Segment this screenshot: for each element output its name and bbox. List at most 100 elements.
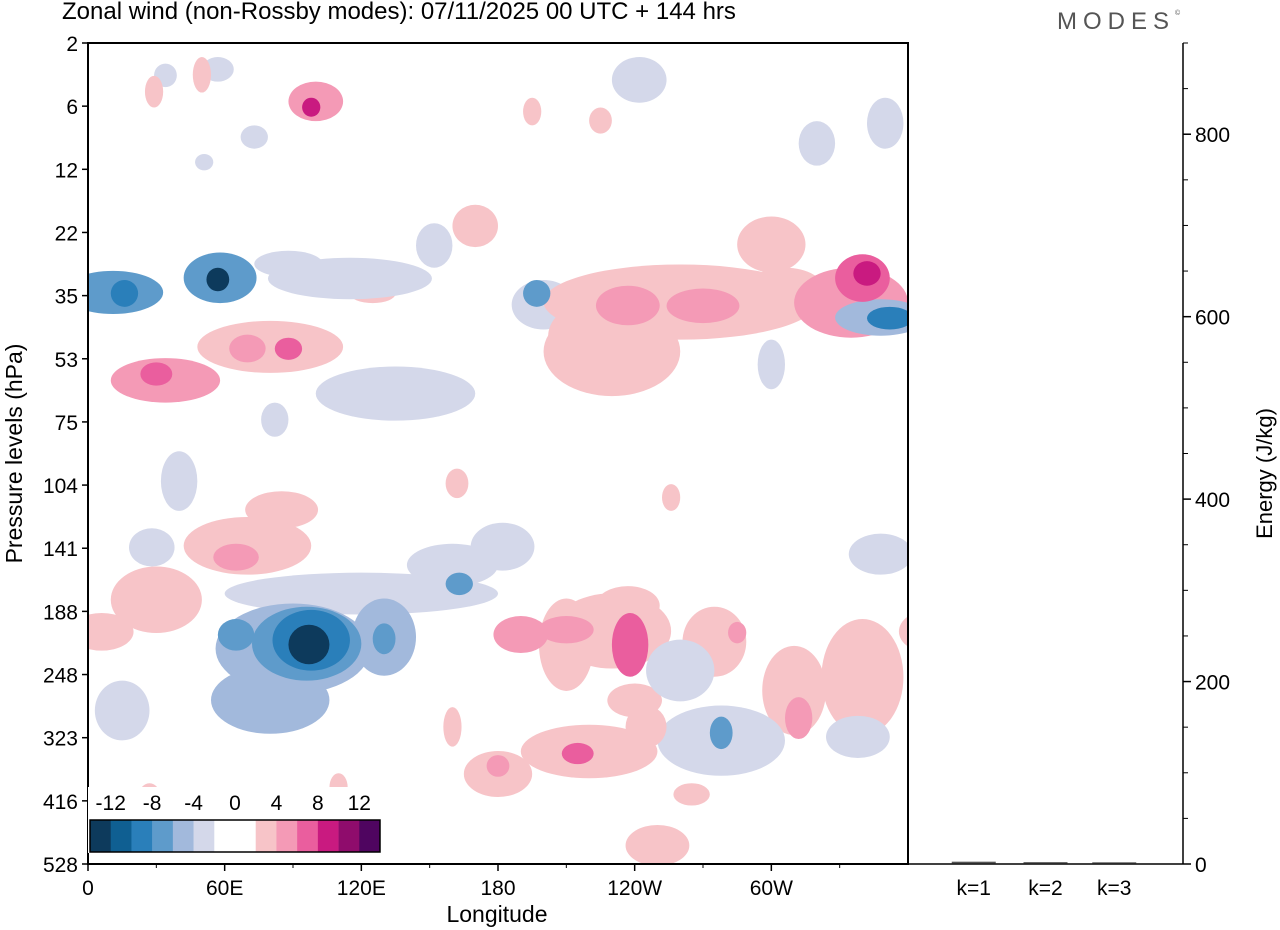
y-tick-label: 6	[66, 96, 78, 119]
energy-tick-label: 200	[1195, 672, 1230, 695]
colorbar: -12 -8 -4 0 4 8 12	[88, 787, 382, 853]
wind-contour-neg-31	[611, 57, 667, 103]
x-tick-label: 60E	[206, 877, 243, 900]
colorbar-swatch	[338, 820, 360, 852]
y-tick-label: 75	[55, 412, 78, 435]
colorbar-swatch	[131, 820, 153, 852]
wind-contour-pos-12	[662, 484, 681, 511]
wind-contour-neg-87	[709, 716, 733, 750]
colorbar-label: 12	[348, 792, 371, 815]
x-axis-label: Longitude	[446, 901, 547, 927]
energy-bar-k=3	[1092, 862, 1137, 864]
wind-contour-pos-18	[144, 75, 164, 108]
wind-contour-neg-34	[757, 339, 785, 390]
wind-contour-pos-73	[213, 543, 259, 571]
axes: 0 60E 120E 180 120W 60W Longitude 2 6 12 22 35 53 75 1…	[1, 33, 909, 927]
y-tick-label: 141	[43, 538, 78, 561]
wind-contour-neg-54	[826, 715, 890, 758]
colorbar-swatch	[255, 820, 277, 852]
wind-contour-pos-50	[821, 619, 904, 736]
colorbar-swatch	[152, 820, 174, 852]
energy-tick-label: 800	[1195, 124, 1230, 147]
wind-contour-pos-75	[539, 616, 594, 644]
wind-contour-pos-33	[523, 97, 542, 126]
wind-contour-neg-21	[267, 257, 432, 300]
colorbar-swatch	[276, 820, 298, 852]
colorbar-swatch	[359, 820, 381, 852]
wind-contour-pos-11	[445, 468, 469, 499]
colorbar-swatch	[235, 820, 257, 852]
colorbar-swatch	[172, 820, 194, 852]
wind-contour-pos-1	[452, 204, 498, 248]
wind-contour-neg-29	[798, 121, 836, 166]
wind-contour-pos-91	[853, 261, 881, 286]
y-tick-label: 528	[43, 854, 78, 877]
wind-contour-neg-15	[240, 125, 268, 149]
wind-contour-pos-70	[229, 334, 266, 363]
wind-contour-pos-85	[611, 612, 649, 677]
y-tick-label: 2	[66, 33, 78, 56]
colorbar-label: -12	[96, 792, 126, 815]
wind-contour-neg-23	[315, 366, 476, 421]
colorbar-label: 0	[229, 792, 241, 815]
chart-title: Zonal wind (non-Rossby modes): 07/11/202…	[62, 0, 736, 25]
colorbar-label: 4	[271, 792, 283, 815]
wind-contour-pos-32	[589, 107, 612, 134]
wind-contour-neg-44	[94, 680, 150, 741]
wind-contour-pos-93	[302, 97, 321, 117]
colorbar-swatch	[90, 820, 112, 852]
wind-contour-neg-35	[160, 451, 198, 511]
colorbar-swatch	[317, 820, 339, 852]
wind-contour-pos-7	[673, 783, 710, 806]
wind-contour-neg-90	[110, 279, 139, 307]
y-tick-label: 248	[43, 665, 78, 688]
energy-axis-label: Energy (J/kg)	[1252, 408, 1277, 539]
y-tick-label: 53	[55, 349, 78, 372]
wind-contour-neg-24	[261, 402, 289, 437]
energy-category-label: k=3	[1097, 877, 1131, 900]
wind-contour-pos-5	[110, 566, 202, 634]
y-tick-label: 12	[55, 159, 78, 182]
y-tick-label: 416	[43, 791, 78, 814]
wind-contour-pos-3	[737, 216, 806, 273]
y-tick-label: 323	[43, 728, 78, 751]
brand-text: MODES	[1057, 8, 1176, 35]
wind-contour-neg-94	[206, 267, 230, 292]
wind-contour-pos-74	[493, 616, 549, 654]
wind-contour-neg-42	[470, 522, 535, 571]
colorbar-swatch	[297, 820, 319, 852]
brand-mark: ©	[1175, 10, 1181, 17]
x-tick-label: 120E	[337, 877, 386, 900]
wind-field	[88, 57, 908, 864]
wind-contour-neg-30	[867, 97, 904, 149]
wind-contour-pos-17	[192, 57, 211, 93]
energy-tick-label: 600	[1195, 307, 1230, 330]
x-tick-label: 180	[480, 877, 515, 900]
wind-contour-pos-67	[728, 621, 747, 644]
wind-contour-pos-88	[140, 362, 173, 386]
wind-contour-neg-83	[217, 619, 255, 651]
y-tick-label: 188	[43, 601, 78, 624]
wind-contour-pos-72	[595, 285, 660, 326]
wind-contour-neg-16	[195, 153, 214, 171]
energy-bar-k=2	[1023, 862, 1068, 864]
wind-contour-pos-79	[274, 337, 303, 360]
y-tick-label: 22	[55, 222, 78, 245]
brand-logo: MODES©	[1057, 8, 1180, 36]
wind-contour-neg-55	[646, 639, 715, 702]
y-tick-label: 104	[43, 475, 78, 498]
wind-contour-neg-71	[523, 279, 551, 307]
wind-contour-neg-36	[129, 528, 175, 567]
wind-contour-pos-77	[486, 755, 510, 777]
energy-category-label: k=2	[1028, 877, 1062, 900]
wind-contour-pos-10	[443, 707, 462, 747]
x-tick-label: 60W	[750, 877, 793, 900]
wind-contour-neg-84	[372, 623, 396, 655]
wind-contour-neg-66	[211, 666, 330, 734]
wind-contour-pos-57	[625, 824, 690, 864]
wind-contour-neg-59	[848, 533, 908, 575]
colorbar-frame	[89, 819, 381, 853]
colorbar-label: -4	[184, 792, 203, 815]
colorbar-swatch	[214, 820, 236, 852]
